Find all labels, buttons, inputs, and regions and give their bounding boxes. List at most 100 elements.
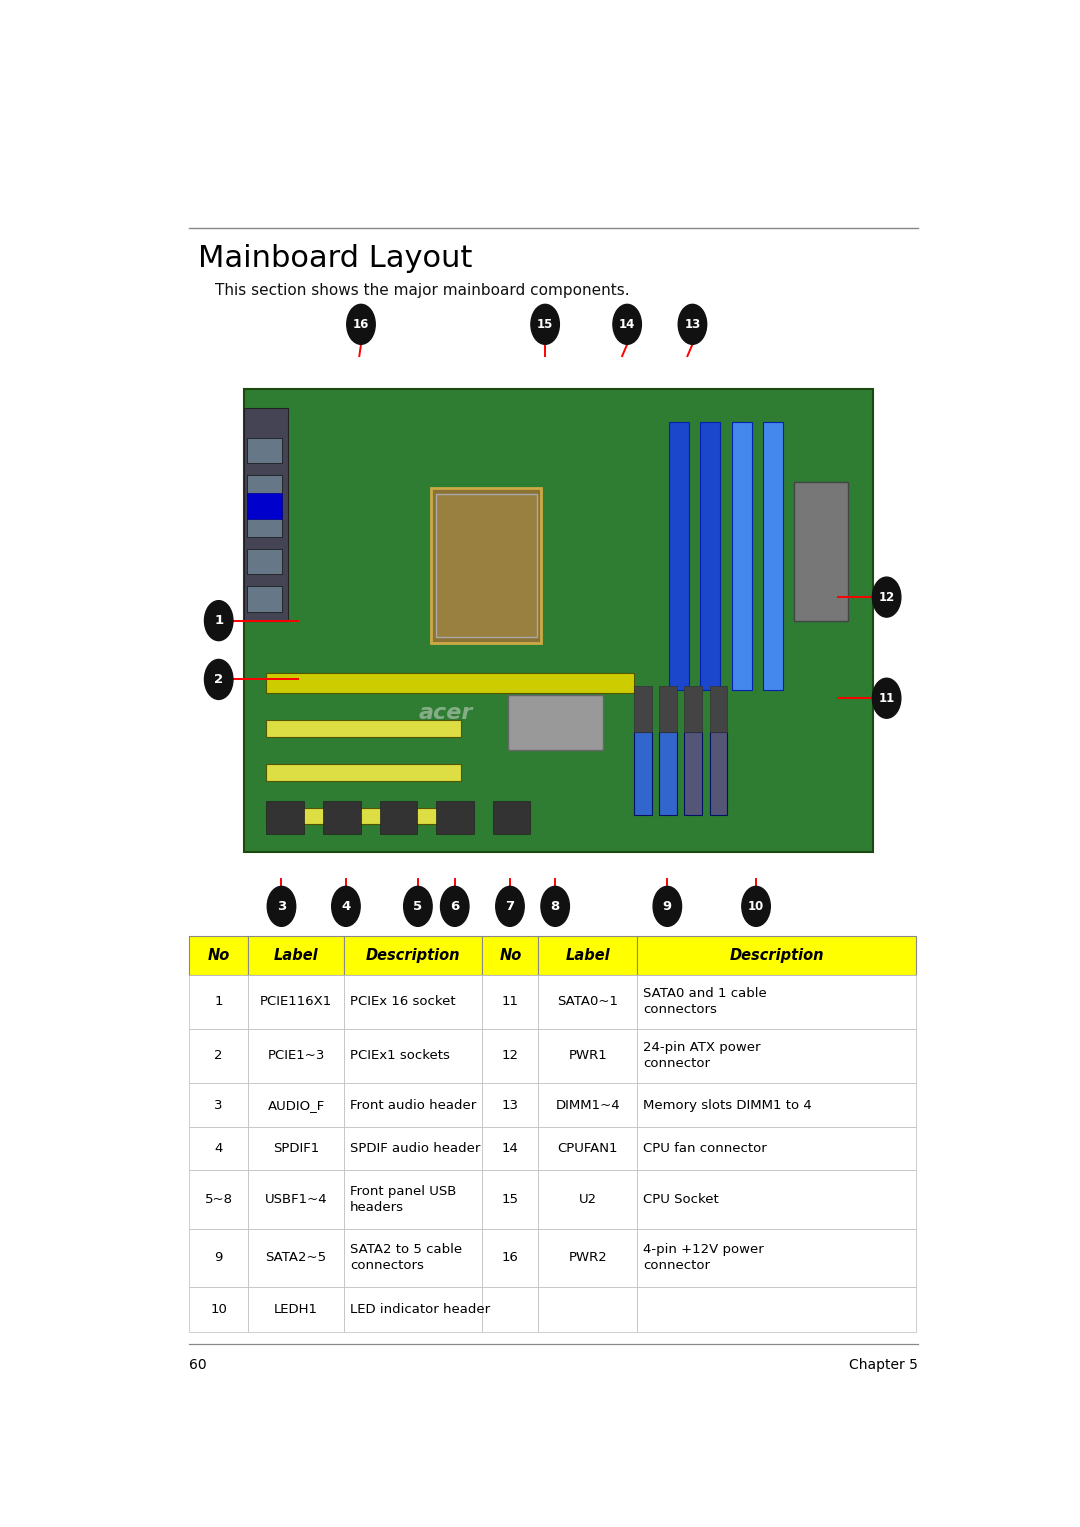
Bar bbox=[483, 1083, 539, 1127]
Circle shape bbox=[613, 304, 642, 344]
Text: CPU fan connector: CPU fan connector bbox=[643, 1142, 767, 1154]
Text: Description: Description bbox=[729, 948, 824, 962]
Text: 15: 15 bbox=[537, 318, 553, 331]
Circle shape bbox=[267, 886, 296, 927]
Circle shape bbox=[531, 304, 559, 344]
Bar bbox=[248, 936, 345, 974]
Bar bbox=[435, 493, 537, 637]
Text: 60: 60 bbox=[189, 1358, 207, 1371]
Bar bbox=[637, 1229, 916, 1287]
Bar bbox=[539, 1229, 637, 1287]
Text: SATA0~1: SATA0~1 bbox=[557, 996, 619, 1008]
Text: PWR1: PWR1 bbox=[568, 1049, 607, 1063]
Bar bbox=[189, 1029, 248, 1083]
Bar bbox=[206, 365, 901, 895]
Bar bbox=[539, 1083, 637, 1127]
Text: Description: Description bbox=[366, 948, 460, 962]
Text: acer: acer bbox=[418, 704, 473, 724]
Bar bbox=[247, 493, 282, 519]
Text: 12: 12 bbox=[502, 1049, 518, 1063]
Text: 5: 5 bbox=[414, 899, 422, 913]
Circle shape bbox=[653, 886, 681, 927]
Bar bbox=[659, 686, 677, 731]
Bar bbox=[189, 974, 248, 1029]
Bar bbox=[345, 1029, 483, 1083]
Bar bbox=[637, 1127, 916, 1170]
Text: 11: 11 bbox=[502, 996, 518, 1008]
Bar bbox=[795, 483, 848, 621]
Bar bbox=[248, 1287, 345, 1332]
Bar bbox=[637, 1287, 916, 1332]
Bar bbox=[244, 408, 288, 621]
Text: 13: 13 bbox=[685, 318, 701, 331]
Bar bbox=[267, 765, 461, 780]
Bar bbox=[323, 802, 361, 834]
Text: No: No bbox=[499, 948, 522, 962]
Text: 8: 8 bbox=[551, 899, 559, 913]
Bar bbox=[539, 1029, 637, 1083]
Bar bbox=[248, 974, 345, 1029]
Bar bbox=[483, 936, 539, 974]
Text: LEDH1: LEDH1 bbox=[274, 1303, 319, 1316]
Text: PWR2: PWR2 bbox=[568, 1252, 607, 1264]
Bar bbox=[637, 1029, 916, 1083]
Text: 14: 14 bbox=[502, 1142, 518, 1154]
Text: CPUFAN1: CPUFAN1 bbox=[557, 1142, 618, 1154]
Text: Front panel USB
headers: Front panel USB headers bbox=[350, 1185, 457, 1214]
Text: 16: 16 bbox=[502, 1252, 518, 1264]
Text: PCIE1~3: PCIE1~3 bbox=[268, 1049, 325, 1063]
Bar bbox=[189, 1083, 248, 1127]
Text: 13: 13 bbox=[502, 1098, 518, 1112]
Bar bbox=[345, 1287, 483, 1332]
Text: SPDIF1: SPDIF1 bbox=[273, 1142, 320, 1154]
Bar bbox=[189, 1170, 248, 1229]
Text: 2: 2 bbox=[214, 673, 224, 686]
Text: 24-pin ATX power
connector: 24-pin ATX power connector bbox=[643, 1041, 760, 1070]
Bar bbox=[483, 1170, 539, 1229]
Bar bbox=[509, 695, 603, 750]
Circle shape bbox=[347, 304, 375, 344]
Bar bbox=[764, 421, 783, 690]
Bar bbox=[345, 1170, 483, 1229]
Text: Mainboard Layout: Mainboard Layout bbox=[198, 244, 472, 273]
Bar bbox=[267, 808, 461, 825]
Circle shape bbox=[742, 886, 770, 927]
Bar bbox=[669, 421, 689, 690]
Text: Front audio header: Front audio header bbox=[350, 1098, 476, 1112]
Bar bbox=[248, 1170, 345, 1229]
Text: 4: 4 bbox=[341, 899, 351, 913]
Text: 4-pin +12V power
connector: 4-pin +12V power connector bbox=[643, 1243, 764, 1272]
Text: CPU Socket: CPU Socket bbox=[643, 1193, 719, 1206]
Bar bbox=[483, 974, 539, 1029]
Text: SATA0 and 1 cable
connectors: SATA0 and 1 cable connectors bbox=[643, 986, 767, 1015]
Bar bbox=[345, 1229, 483, 1287]
Bar bbox=[267, 802, 305, 834]
Bar bbox=[539, 974, 637, 1029]
Bar bbox=[483, 1229, 539, 1287]
Bar bbox=[634, 731, 651, 815]
Bar bbox=[634, 686, 651, 731]
Bar bbox=[379, 802, 417, 834]
Bar bbox=[248, 1083, 345, 1127]
Bar bbox=[539, 1287, 637, 1332]
Bar bbox=[685, 731, 702, 815]
Bar bbox=[637, 974, 916, 1029]
Text: PCIEx1 sockets: PCIEx1 sockets bbox=[350, 1049, 450, 1063]
Text: 5~8: 5~8 bbox=[205, 1193, 232, 1206]
Bar bbox=[189, 1287, 248, 1332]
Bar bbox=[248, 1229, 345, 1287]
Bar bbox=[685, 686, 702, 731]
Bar bbox=[345, 1127, 483, 1170]
Text: PCIEx 16 socket: PCIEx 16 socket bbox=[350, 996, 456, 1008]
Text: No: No bbox=[207, 948, 230, 962]
Text: SATA2~5: SATA2~5 bbox=[266, 1252, 326, 1264]
Text: 3: 3 bbox=[215, 1098, 222, 1112]
Circle shape bbox=[404, 886, 432, 927]
Circle shape bbox=[204, 660, 233, 699]
Text: 14: 14 bbox=[619, 318, 635, 331]
Circle shape bbox=[541, 886, 569, 927]
Text: 2: 2 bbox=[215, 1049, 222, 1063]
Text: 3: 3 bbox=[276, 899, 286, 913]
Text: Label: Label bbox=[274, 948, 319, 962]
Circle shape bbox=[496, 886, 524, 927]
